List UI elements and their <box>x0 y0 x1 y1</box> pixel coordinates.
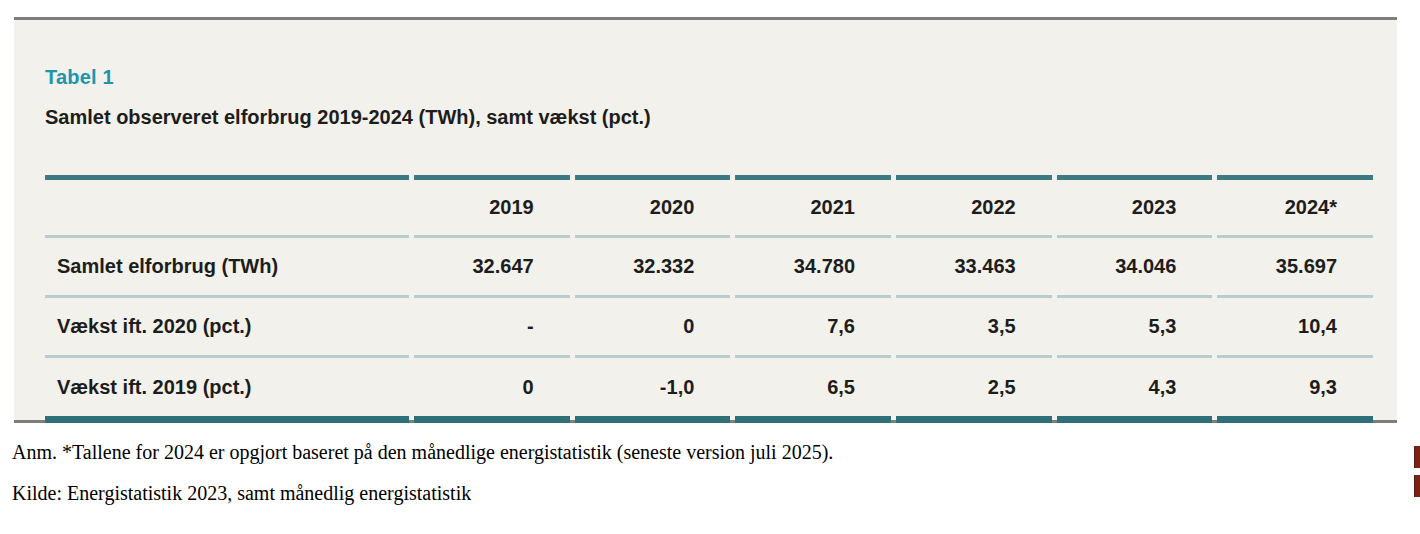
header-cell-2021: 2021 <box>735 175 891 238</box>
footnote-note: Anm. *Tallene for 2024 er opgjort basere… <box>12 441 833 464</box>
table-cell: 7,6 <box>735 298 891 358</box>
table-row: Vækst ift. 2019 (pct.) 0 -1,0 6,5 2,5 4,… <box>45 358 1373 423</box>
row-label: Samlet elforbrug (TWh) <box>45 238 409 298</box>
table-cell: 32.647 <box>414 238 570 298</box>
header-cell-2022: 2022 <box>896 175 1052 238</box>
table-cell: 34.780 <box>735 238 891 298</box>
table-row: Samlet elforbrug (TWh) 32.647 32.332 34.… <box>45 238 1373 298</box>
header-cell-2020: 2020 <box>575 175 731 238</box>
table-cell: 32.332 <box>575 238 731 298</box>
table-cell: 35.697 <box>1217 238 1373 298</box>
table-caption: Samlet observeret elforbrug 2019-2024 (T… <box>45 106 651 129</box>
table-cell: 3,5 <box>896 298 1052 358</box>
header-cell-2023: 2023 <box>1057 175 1213 238</box>
table-cell: 5,3 <box>1057 298 1213 358</box>
red-margin-mark <box>1414 475 1420 497</box>
table-cell: 9,3 <box>1217 358 1373 423</box>
table-panel: Tabel 1 Samlet observeret elforbrug 2019… <box>14 17 1397 423</box>
table-header-row: 2019 2020 2021 2022 2023 2024* <box>45 175 1373 238</box>
footnote-source: Kilde: Energistatistik 2023, samt månedl… <box>12 482 471 505</box>
data-table: 2019 2020 2021 2022 2023 2024* Samlet el… <box>45 175 1373 423</box>
table-number-label: Tabel 1 <box>45 66 114 89</box>
table-cell: 34.046 <box>1057 238 1213 298</box>
table-row: Vækst ift. 2020 (pct.) - 0 7,6 3,5 5,3 1… <box>45 298 1373 358</box>
red-margin-mark <box>1414 446 1420 468</box>
row-label: Vækst ift. 2020 (pct.) <box>45 298 409 358</box>
header-cell-2019: 2019 <box>414 175 570 238</box>
table-cell: -1,0 <box>575 358 731 423</box>
table-cell: 0 <box>575 298 731 358</box>
table-cell: 2,5 <box>896 358 1052 423</box>
header-cell-empty <box>45 175 409 238</box>
table-cell: 4,3 <box>1057 358 1213 423</box>
table-cell: 0 <box>414 358 570 423</box>
row-label: Vækst ift. 2019 (pct.) <box>45 358 409 423</box>
table-cell: - <box>414 298 570 358</box>
table-cell: 6,5 <box>735 358 891 423</box>
header-cell-2024: 2024* <box>1217 175 1373 238</box>
table-cell: 10,4 <box>1217 298 1373 358</box>
table-cell: 33.463 <box>896 238 1052 298</box>
